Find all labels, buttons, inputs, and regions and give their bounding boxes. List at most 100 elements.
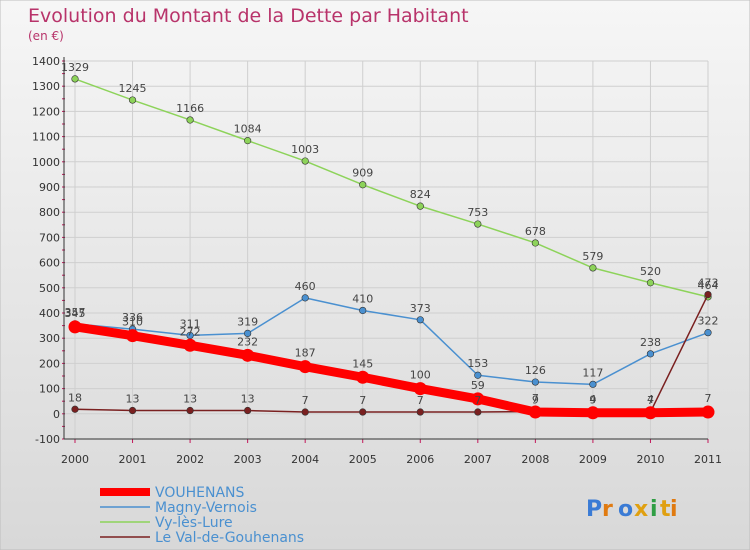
data-point <box>126 329 140 343</box>
x-tick-label: 2000 <box>61 453 89 466</box>
data-point <box>356 370 370 384</box>
data-point <box>186 116 194 124</box>
legend-label: Magny-Vernois <box>155 500 257 516</box>
data-point <box>474 220 482 228</box>
data-point <box>471 392 485 406</box>
y-tick-label: 1000 <box>32 156 60 169</box>
data-point <box>71 405 79 413</box>
data-label: 319 <box>237 315 258 328</box>
x-tick-label: 2010 <box>636 453 664 466</box>
y-tick-label: -100 <box>35 433 60 446</box>
legend-label: Vy-lès-Lure <box>155 515 233 531</box>
chart-subtitle: (en €) <box>28 29 64 43</box>
data-label: 310 <box>122 316 143 329</box>
y-tick-label: 500 <box>39 282 60 295</box>
data-label: 473 <box>698 277 719 290</box>
data-point <box>589 380 597 388</box>
data-point <box>474 371 482 379</box>
y-tick-label: 1300 <box>32 80 60 93</box>
data-label: 909 <box>352 167 373 180</box>
y-tick-label: 600 <box>39 257 60 270</box>
data-label: 59 <box>471 379 485 392</box>
data-point <box>244 406 252 415</box>
logo-letter: i <box>650 497 658 522</box>
data-label: 13 <box>183 393 197 406</box>
data-point <box>183 338 197 352</box>
y-tick-label: 1100 <box>32 131 60 144</box>
series-line-vouhenans <box>70 322 713 418</box>
data-label: 9 <box>589 394 596 407</box>
y-tick-label: 0 <box>53 408 60 421</box>
data-label: 7 <box>647 394 654 407</box>
x-tick-label: 2005 <box>349 453 377 466</box>
series-layer <box>68 75 715 420</box>
data-label: 238 <box>640 336 661 349</box>
data-label: 187 <box>295 347 316 360</box>
data-label: 7 <box>532 392 539 405</box>
data-point <box>301 408 309 416</box>
data-point <box>416 408 424 416</box>
x-tick-label: 2002 <box>176 453 204 466</box>
y-tick-label: 700 <box>39 231 60 244</box>
data-label: 7 <box>474 394 481 407</box>
x-tick-label: 2007 <box>464 453 492 466</box>
y-tick-label: 200 <box>39 357 60 370</box>
data-point <box>704 329 712 337</box>
data-point <box>704 291 712 299</box>
x-tick-label: 2009 <box>579 453 607 466</box>
data-point <box>474 408 482 416</box>
logo-letter: t <box>660 497 671 522</box>
data-label: 1245 <box>119 82 147 95</box>
data-label: 357 <box>65 306 86 319</box>
data-point <box>71 75 79 83</box>
data-point <box>128 406 137 415</box>
data-point <box>528 405 542 419</box>
data-label: 579 <box>582 250 603 263</box>
data-label: 678 <box>525 225 546 238</box>
data-point <box>128 96 137 104</box>
data-label: 373 <box>410 302 431 315</box>
data-point <box>359 306 367 315</box>
y-tick-label: 800 <box>39 206 60 219</box>
data-label: 126 <box>525 364 546 377</box>
data-point <box>298 360 312 374</box>
logo-letter: i <box>670 497 678 522</box>
data-point <box>416 316 424 324</box>
data-label: 4 <box>589 393 596 406</box>
data-label: 824 <box>410 188 431 201</box>
data-label: 753 <box>467 206 488 219</box>
data-point <box>589 264 597 272</box>
data-label: 322 <box>698 315 719 328</box>
x-tick-label: 2003 <box>234 453 262 466</box>
data-label: 7 <box>359 394 366 407</box>
data-label: 145 <box>352 357 373 370</box>
data-point <box>359 408 367 416</box>
logo-letter: r <box>602 497 613 522</box>
logo-letter: x <box>634 497 648 522</box>
data-label: 18 <box>68 391 82 404</box>
y-tick-label: 1200 <box>32 105 60 118</box>
data-label: 1329 <box>61 61 89 74</box>
data-label: 100 <box>410 369 431 382</box>
logo-letter: P <box>586 497 602 522</box>
legend-label: VOUHENANS <box>155 485 244 501</box>
data-label: 1166 <box>176 102 204 115</box>
data-label: 1003 <box>291 143 319 156</box>
logo-letter: o <box>618 497 633 522</box>
data-point <box>186 331 194 340</box>
data-label: 13 <box>241 393 255 406</box>
data-label: 7 <box>705 392 712 405</box>
data-label: 410 <box>352 292 373 305</box>
data-label: 336 <box>122 311 143 324</box>
y-tick-label: 100 <box>39 383 60 396</box>
data-label: 1084 <box>234 123 262 136</box>
data-label: 232 <box>237 335 258 348</box>
data-point <box>646 350 655 358</box>
data-label: 464 <box>698 279 719 292</box>
data-label: 13 <box>126 393 140 406</box>
data-point <box>531 378 539 386</box>
